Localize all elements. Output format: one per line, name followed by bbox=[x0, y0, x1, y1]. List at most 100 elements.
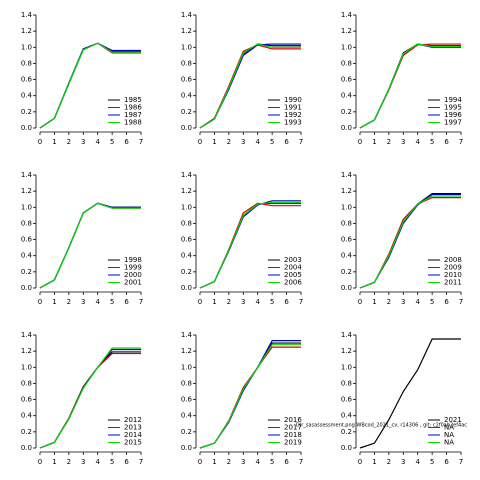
y-tick-label: 0.6 bbox=[341, 236, 353, 244]
y-tick-label: 0.8 bbox=[181, 59, 192, 67]
legend-label: 1999 bbox=[124, 264, 142, 272]
legend-label: 1998 bbox=[124, 256, 142, 264]
legend-label: 2015 bbox=[124, 439, 142, 447]
y-tick-label: 0.4 bbox=[181, 92, 193, 100]
y-tick-label: 1.4 bbox=[21, 331, 33, 339]
x-tick-label: 5 bbox=[110, 298, 114, 306]
x-tick-label: 2 bbox=[67, 458, 71, 466]
y-tick-label: 1.4 bbox=[341, 171, 353, 179]
y-tick-label: 0.6 bbox=[341, 76, 353, 84]
x-tick-label: 0 bbox=[358, 458, 362, 466]
y-tick-label: 0.0 bbox=[341, 124, 352, 132]
y-tick-label: 0.0 bbox=[341, 284, 352, 292]
series-line bbox=[199, 43, 301, 129]
x-tick-label: 7 bbox=[299, 138, 303, 146]
x-tick-label: 7 bbox=[459, 138, 463, 146]
legend-label: 1987 bbox=[124, 111, 142, 119]
series-line bbox=[359, 43, 461, 129]
legend-label: 2005 bbox=[284, 271, 302, 279]
legend-label: 1991 bbox=[284, 104, 302, 112]
legend-label: 2006 bbox=[284, 279, 302, 287]
y-tick-label: 0.6 bbox=[181, 396, 193, 404]
x-tick-label: 6 bbox=[284, 298, 289, 306]
y-tick-label: 1.2 bbox=[21, 27, 32, 35]
x-tick-label: 7 bbox=[139, 298, 143, 306]
series-line bbox=[39, 42, 141, 129]
legend-label: 1997 bbox=[444, 119, 462, 127]
x-tick-label: 7 bbox=[299, 298, 303, 306]
legend-label: 1990 bbox=[284, 96, 302, 104]
y-tick-label: 0.4 bbox=[181, 412, 193, 420]
series-line bbox=[359, 195, 461, 289]
y-tick-label: 0.8 bbox=[21, 219, 32, 227]
y-tick-label: 1.0 bbox=[21, 203, 32, 211]
series-line bbox=[199, 201, 301, 289]
x-tick-label: 4 bbox=[95, 138, 100, 146]
y-tick-label: 0.2 bbox=[341, 268, 352, 276]
y-tick-label: 0.8 bbox=[21, 59, 32, 67]
y-tick-label: 1.4 bbox=[341, 11, 353, 19]
x-tick-label: 3 bbox=[401, 138, 405, 146]
x-tick-label: 1 bbox=[52, 458, 56, 466]
x-tick-label: 1 bbox=[52, 138, 56, 146]
y-tick-label: 0.2 bbox=[181, 268, 192, 276]
x-tick-label: 3 bbox=[81, 458, 85, 466]
y-tick-label: 1.0 bbox=[21, 43, 32, 51]
legend-label: NA bbox=[444, 439, 454, 447]
legend-label: 1994 bbox=[444, 96, 462, 104]
y-tick-label: 0.4 bbox=[21, 252, 33, 260]
x-tick-label: 2 bbox=[67, 298, 71, 306]
x-tick-label: 3 bbox=[81, 298, 85, 306]
y-tick-label: 1.4 bbox=[181, 11, 193, 19]
x-tick-label: 2 bbox=[387, 138, 391, 146]
x-tick-label: 7 bbox=[299, 458, 303, 466]
x-tick-label: 0 bbox=[38, 138, 42, 146]
x-tick-label: 3 bbox=[401, 298, 405, 306]
legend-label: 2000 bbox=[124, 271, 142, 279]
x-tick-label: 0 bbox=[198, 138, 202, 146]
annotation: Dlr_sasassessment.png WBcod_2021_cv, r14… bbox=[296, 423, 467, 429]
y-tick-label: 0.2 bbox=[21, 108, 32, 116]
legend-label: 2010 bbox=[444, 271, 462, 279]
y-tick-label: 1.2 bbox=[181, 27, 192, 35]
y-tick-label: 1.0 bbox=[341, 43, 352, 51]
y-tick-label: 1.2 bbox=[21, 347, 32, 355]
legend-label: 2019 bbox=[284, 439, 302, 447]
y-tick-label: 0.6 bbox=[21, 236, 33, 244]
y-tick-label: 1.0 bbox=[341, 363, 352, 371]
x-tick-label: 6 bbox=[124, 458, 129, 466]
x-tick-label: 5 bbox=[430, 138, 434, 146]
legend-label: 2009 bbox=[444, 264, 462, 272]
y-tick-label: 0.6 bbox=[181, 76, 193, 84]
x-tick-label: 6 bbox=[124, 138, 129, 146]
x-tick-label: 0 bbox=[38, 298, 42, 306]
y-tick-label: 1.4 bbox=[181, 331, 193, 339]
y-tick-label: 0.0 bbox=[181, 444, 192, 452]
y-tick-label: 0.2 bbox=[21, 428, 32, 436]
y-tick-label: 0.4 bbox=[21, 92, 33, 100]
legend-label: NA bbox=[444, 431, 454, 439]
x-tick-label: 6 bbox=[124, 298, 129, 306]
y-tick-label: 0.4 bbox=[21, 412, 33, 420]
x-tick-label: 6 bbox=[444, 458, 449, 466]
x-tick-label: 5 bbox=[110, 458, 114, 466]
x-tick-label: 7 bbox=[139, 138, 143, 146]
x-tick-label: 5 bbox=[430, 298, 434, 306]
y-tick-label: 1.0 bbox=[341, 203, 352, 211]
x-tick-label: 5 bbox=[270, 138, 274, 146]
y-tick-label: 1.2 bbox=[181, 187, 192, 195]
legend-label: 1993 bbox=[284, 119, 302, 127]
y-tick-label: 0.4 bbox=[341, 252, 353, 260]
y-tick-label: 0.4 bbox=[341, 412, 353, 420]
x-tick-label: 0 bbox=[198, 298, 202, 306]
x-tick-label: 0 bbox=[358, 298, 362, 306]
legend-label: 2016 bbox=[284, 416, 302, 424]
y-tick-label: 0.6 bbox=[181, 236, 193, 244]
x-tick-label: 7 bbox=[459, 298, 463, 306]
x-tick-label: 4 bbox=[415, 458, 420, 466]
legend-label: 1988 bbox=[124, 119, 142, 127]
y-tick-label: 0.2 bbox=[181, 108, 192, 116]
y-tick-label: 0.4 bbox=[341, 92, 353, 100]
legend-label: 2013 bbox=[124, 424, 142, 432]
